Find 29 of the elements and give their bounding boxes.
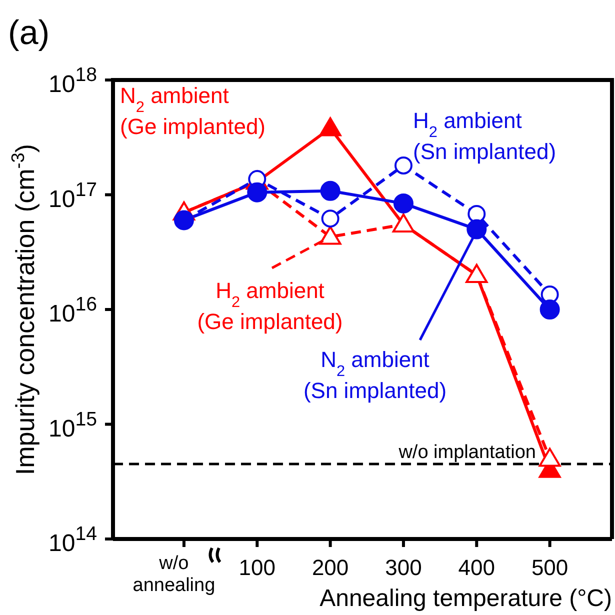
text: N$_{2}$ ambient (Sn implanted) (303, 347, 447, 403)
series-label: N$_{2}$ ambient (Ge implanted) (120, 83, 266, 139)
point (538, 448, 561, 467)
point (466, 219, 487, 240)
point (468, 204, 486, 223)
y-tick-label: 10$^{15}$ (48, 408, 98, 442)
ref-line-label: w/o implantation (398, 442, 536, 464)
y-tick-label: 10$^{17}$ (48, 178, 97, 213)
point (540, 300, 560, 320)
x-tick-label: 100 (238, 555, 276, 580)
point (394, 156, 412, 174)
y-tick-label: 10$^{14}$ (48, 523, 98, 557)
y-tick-label: 10$^{16}$ (48, 294, 98, 328)
x-tick-label: 400 (458, 555, 495, 580)
chart-title: (a) (8, 14, 50, 52)
x-tick-label: 300 (385, 555, 422, 580)
point (319, 117, 342, 136)
point (393, 193, 414, 214)
point (319, 226, 342, 245)
point (247, 182, 268, 202)
x-tick-label: w/o annealing (132, 553, 216, 596)
point (320, 180, 340, 201)
x-axis-title: Annealing temperature (°C) (320, 585, 612, 612)
y-tick-label: 10$^{18}$ (48, 64, 98, 98)
legend-label: H$_{2}$ ambient (Ge implanted) (197, 278, 343, 334)
x-tick-label: 500 (531, 555, 568, 580)
series-label: H$_{2}$ ambient (Sn implanted) (413, 108, 556, 164)
x-tick-label: 200 (312, 555, 349, 580)
point (321, 210, 340, 228)
